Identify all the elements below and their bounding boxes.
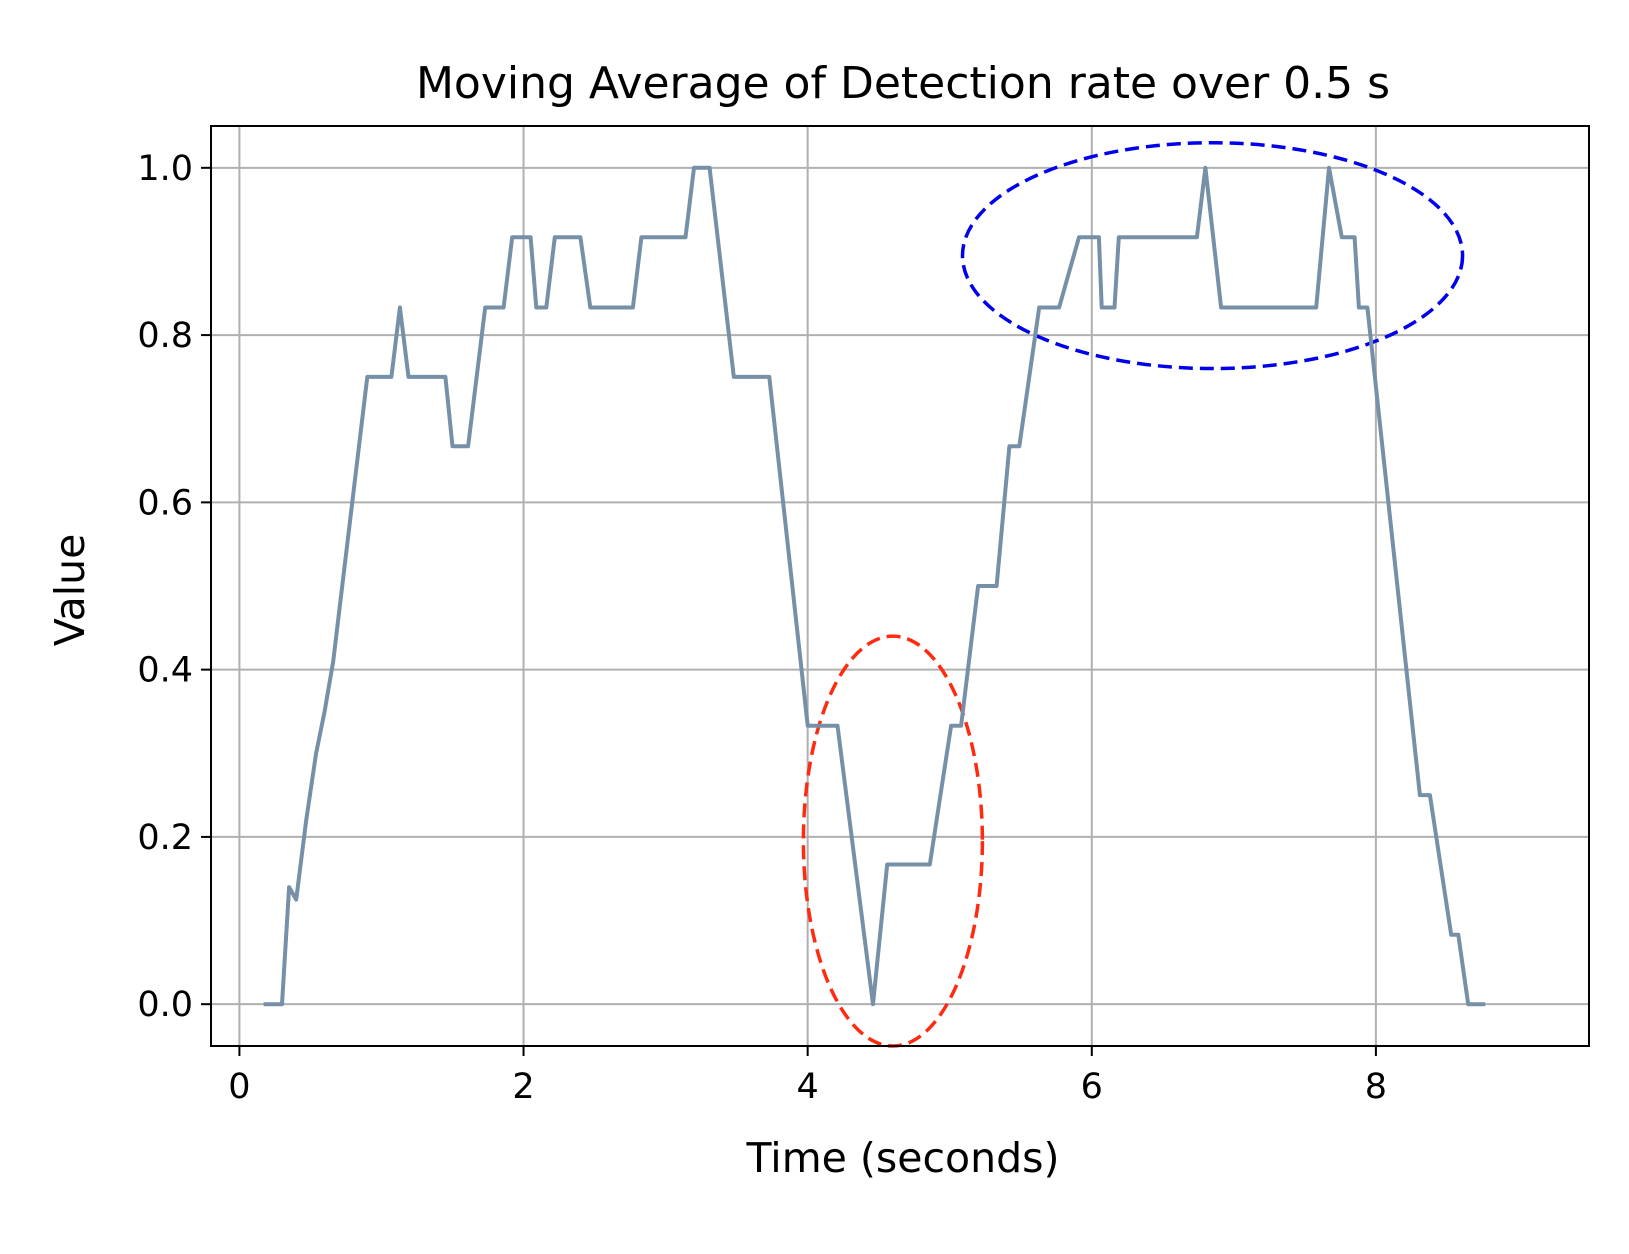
y-tick-label: 1.0 bbox=[137, 149, 193, 189]
grid bbox=[211, 126, 1589, 1046]
y-tick-label: 0.8 bbox=[137, 316, 193, 356]
y-axis-ticks: 0.0 0.2 0.4 0.6 0.8 1.0 bbox=[137, 149, 211, 1025]
y-axis-label: Value bbox=[46, 534, 94, 647]
y-tick-label: 0.2 bbox=[137, 818, 193, 858]
x-tick-label: 2 bbox=[512, 1067, 534, 1107]
y-tick-label: 0.6 bbox=[137, 483, 193, 523]
x-tick-label: 6 bbox=[1081, 1067, 1103, 1107]
x-tick-label: 4 bbox=[797, 1067, 819, 1107]
x-tick-label: 8 bbox=[1365, 1067, 1387, 1107]
x-axis-ticks: 0 2 4 6 8 bbox=[228, 1046, 1387, 1107]
y-tick-label: 0.0 bbox=[137, 985, 193, 1025]
y-tick-label: 0.4 bbox=[137, 651, 193, 691]
x-axis-label: Time (seconds) bbox=[746, 1134, 1060, 1182]
series-line-0 bbox=[263, 165, 1486, 1007]
series-group bbox=[263, 165, 1486, 1007]
plot-frame bbox=[210, 125, 1590, 1047]
annotation-ellipse-1 bbox=[960, 140, 1465, 371]
x-tick-label: 0 bbox=[228, 1067, 250, 1107]
chart-title: Moving Average of Detection rate over 0.… bbox=[416, 58, 1390, 109]
